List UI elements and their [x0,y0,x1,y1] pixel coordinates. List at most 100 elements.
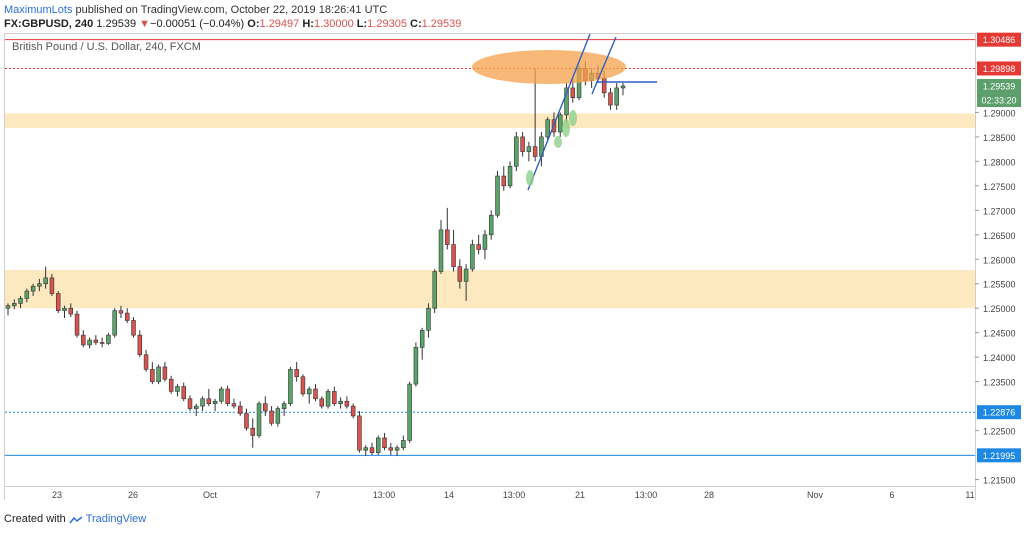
candle [74,310,80,338]
candle [350,403,356,419]
candle-body [18,298,23,304]
candle-body [501,175,507,187]
candle-body [30,285,36,292]
candle-body [363,447,368,451]
candle-body [137,334,143,356]
x-tick-label: 13:00 [373,490,396,500]
price-chart[interactable]: 1.29000 1.28500 1.28000 1.27500 1.27000 1.265… [0,0,1024,500]
candle [413,342,419,387]
candle [24,288,30,303]
candle-body [87,339,92,346]
author-link[interactable]: MaximumLots [4,4,73,16]
tradingview-link[interactable]: TradingView [85,513,147,525]
low-value: 1.29305 [367,18,407,30]
close-value: 1.29539 [421,18,462,30]
candle-body [175,386,180,392]
candle [281,401,287,416]
candle [175,384,180,397]
touch-marker-4 [569,110,577,126]
candle [338,397,343,409]
candle-body [357,415,362,451]
y-tick-label: 1.29000 [983,108,1016,118]
candle-body [608,92,613,106]
candle-body [81,334,86,346]
candle-body [319,398,325,407]
candle-body [344,400,350,407]
candle-body [156,366,161,382]
x-tick-label: 11 [965,490,974,500]
candle-body [62,307,67,311]
candle-body [143,354,149,370]
candle-body [495,175,500,216]
price-label-bg [977,79,1021,94]
candle [363,445,368,457]
candle-body [426,307,431,331]
candle-body [476,244,481,250]
candle-body [394,447,400,451]
candle [131,317,136,338]
x-tick-label: 7 [315,490,320,500]
candle [319,396,325,409]
candle-body [55,293,61,311]
candle [344,396,350,409]
channel-line-lower [527,33,591,191]
candle [388,442,394,456]
candle [124,308,130,323]
candle-body [325,391,331,407]
candle [194,403,199,416]
y-tick-label: 1.22500 [983,427,1016,437]
candle [488,210,494,240]
candle [93,335,99,345]
candle-body [388,447,394,451]
candle [118,305,124,319]
candle-body [376,437,381,453]
candle [520,131,525,157]
candle-body [244,413,249,429]
price-label-text: 1.30486 [983,35,1016,45]
price-label-bg [977,448,1021,463]
candle [99,337,105,348]
candle-body [281,403,287,409]
candle [401,435,406,451]
candle [237,401,243,416]
y-tick-label: 1.25000 [983,304,1016,314]
candle-body [43,277,48,285]
price-label: 1.22876 [977,405,1021,420]
candle-body [401,440,406,449]
candle-body [124,312,130,321]
candle-body [445,229,450,245]
candle-body [5,305,11,309]
candle-body [200,398,205,407]
last-price: 1.29539 [96,18,137,30]
candle [269,406,274,426]
y-tick-label: 1.24500 [983,329,1016,339]
candle [325,388,331,409]
candle-body [106,334,111,344]
x-tick-label: 23 [52,490,62,500]
time-axis: 23 26 Oct 7 13:00 14 13:00 21 13:00 28 Nov 6 11 [52,490,975,500]
touch-marker-2 [554,136,562,148]
candle-body [118,310,124,314]
price-label-bg [977,93,1021,108]
candle-body [150,369,155,382]
candle-body [300,376,306,395]
change-value: −0.00051 (−0.04%) [150,18,245,30]
tradingview-logo-icon [69,515,83,524]
candle-body [250,427,255,436]
candle [62,305,67,319]
candle [288,366,293,407]
candle-body [451,244,456,267]
y-tick-label: 1.26000 [983,255,1016,265]
x-tick-label: 13:00 [635,490,658,500]
y-tick-label: 1.26500 [983,231,1016,241]
candle [231,398,237,409]
candle-body [168,378,174,392]
candle [457,259,463,289]
candle-body [419,329,425,348]
candle [432,269,437,314]
candle-body [470,244,475,270]
x-tick-label: 28 [704,490,714,500]
candle [532,68,538,162]
candle-body [68,307,74,315]
channel-line-upper [591,36,617,95]
